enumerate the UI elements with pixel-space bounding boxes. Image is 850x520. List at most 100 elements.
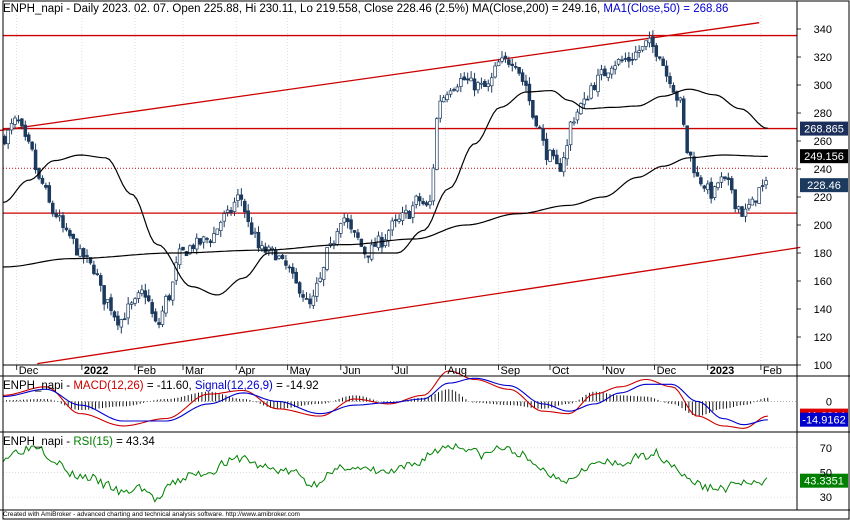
candle-body	[455, 86, 460, 92]
macd-panel[interactable]: -11.6014-14.9162	[2, 370, 848, 429]
candle-body	[431, 167, 436, 202]
rsi-title-prefix: ENPH_napi -	[3, 436, 73, 448]
rsi-line	[2, 442, 768, 503]
candle-body	[146, 295, 151, 302]
candle-body	[627, 56, 631, 62]
candle-body	[675, 91, 679, 101]
candle-body	[719, 176, 724, 183]
candle-body	[98, 275, 103, 286]
candle-body	[462, 76, 467, 81]
candle-body	[13, 117, 17, 125]
candle-body	[633, 51, 638, 60]
candle-body	[212, 233, 216, 244]
candle-body	[699, 177, 703, 185]
candle-body	[589, 85, 593, 99]
candle-body	[191, 244, 196, 250]
rsi-title-name: RSI(15)	[73, 436, 113, 448]
y-tick-label: 180	[814, 248, 832, 260]
candle-body	[321, 267, 326, 280]
candle-body	[623, 58, 628, 60]
macd-title-name: MACD(12,26)	[73, 380, 143, 392]
candle-body	[78, 248, 82, 257]
x-tick-label: Sep	[501, 365, 521, 377]
candle-body	[664, 65, 669, 77]
candle-body	[225, 209, 230, 213]
candle-body	[681, 98, 686, 125]
candle-body	[81, 248, 86, 258]
candle-body	[133, 298, 137, 304]
x-tick-label: Feb	[763, 365, 782, 377]
x-tick-label: Dec	[657, 365, 677, 377]
candle-body	[143, 290, 148, 298]
rsi-panel[interactable]: 43.3351	[2, 442, 848, 503]
candle-body	[640, 46, 645, 51]
candle-body	[558, 162, 563, 172]
candle-body	[61, 215, 65, 228]
candle-body	[393, 219, 398, 222]
candle-body	[280, 254, 285, 260]
x-tick-label: Apr	[238, 365, 255, 377]
candle-body	[44, 184, 48, 188]
candle-body	[57, 215, 62, 218]
candle-body	[105, 299, 110, 303]
value-label-text: 228.46	[807, 180, 841, 192]
ma50-line	[2, 88, 768, 296]
x-tick-label: Mar	[185, 365, 204, 377]
ma50-title: MA1(Close,50) = 268.86	[603, 3, 728, 15]
candle-body	[359, 238, 364, 247]
candle-body	[493, 65, 497, 78]
value-label-box	[800, 149, 848, 164]
candle-body	[764, 180, 768, 186]
candle-body	[335, 231, 340, 245]
candle-body	[352, 230, 357, 233]
candle-body	[551, 149, 556, 157]
candle-body	[435, 118, 439, 170]
candle-body	[349, 219, 353, 230]
rsi-y-tick-label: 50	[820, 467, 832, 479]
x-tick-label: 2023	[710, 365, 734, 377]
candle-body	[229, 210, 233, 213]
candle-body	[112, 311, 117, 318]
candle-body	[387, 230, 391, 241]
candle-body	[201, 236, 206, 243]
candle-body	[537, 126, 542, 129]
candle-body	[188, 245, 192, 255]
candle-body	[548, 149, 552, 162]
candle-body	[599, 69, 604, 75]
candle-body	[308, 298, 312, 305]
candle-body	[273, 249, 278, 261]
y-tick-label: 160	[814, 276, 832, 288]
candle-body	[757, 187, 761, 204]
value-label-text: -14.9162	[802, 415, 845, 427]
candle-body	[479, 82, 484, 85]
candle-body	[585, 98, 590, 101]
y-tick-label: 140	[814, 304, 832, 316]
candle-body	[356, 232, 360, 238]
macd-line	[2, 370, 768, 429]
candle-body	[116, 315, 120, 326]
candle-body	[510, 63, 515, 66]
candle-body	[465, 78, 470, 81]
candle-body	[572, 121, 576, 124]
candle-body	[47, 185, 52, 203]
candle-body	[616, 59, 621, 65]
candle-body	[620, 59, 624, 62]
value-label-box	[800, 121, 848, 136]
candle-body	[596, 74, 600, 93]
candle-body	[657, 56, 662, 59]
candle-body	[129, 302, 134, 305]
candle-body	[301, 294, 305, 298]
candle-body	[609, 67, 614, 75]
candle-body	[236, 194, 240, 201]
candle-body	[287, 266, 292, 269]
candle-body	[668, 76, 672, 85]
candle-body	[30, 141, 34, 150]
value-label-box	[800, 412, 848, 427]
candle-body	[33, 149, 38, 171]
price-panel[interactable]: 268.865 249.156 228.46	[0, 22, 848, 365]
candle-body	[716, 182, 720, 188]
candle-body	[339, 223, 343, 234]
candle-body	[256, 232, 261, 249]
candle-body	[709, 181, 713, 199]
